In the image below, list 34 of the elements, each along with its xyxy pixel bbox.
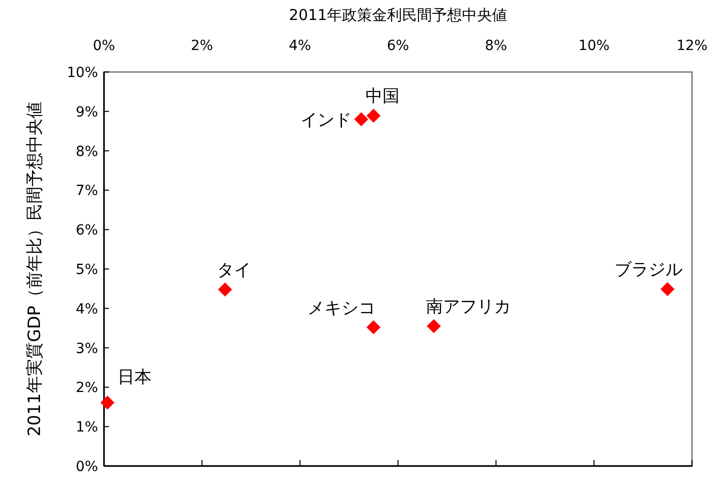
point xyxy=(366,108,380,123)
x-tick-label: 10% xyxy=(578,38,610,54)
point xyxy=(366,320,380,334)
y-axis-title: 2011年実質GDP（前年比）民間予想中央値 xyxy=(25,102,45,436)
y-tick-label: 7% xyxy=(76,183,98,200)
annotation: 南アフリカ xyxy=(426,297,511,318)
y-tick-label: 1% xyxy=(76,420,98,436)
y-tick-label: 3% xyxy=(76,340,98,357)
annotation: ブラジル xyxy=(614,260,682,280)
y-tick-label: 4% xyxy=(76,301,98,318)
y-tick-label: 6% xyxy=(76,222,98,239)
x-tick-label: 4% xyxy=(288,38,312,54)
y-tick-label: 5% xyxy=(76,262,98,278)
x-tick-label: 6% xyxy=(386,38,410,54)
annotation: 中国 xyxy=(366,86,400,107)
point xyxy=(426,319,441,334)
x-tick-label: 8% xyxy=(484,38,508,54)
x-tick-label: 2% xyxy=(190,38,214,54)
annotation: タイ xyxy=(217,260,252,280)
point xyxy=(100,396,114,410)
x-axis-title: 2011年政策金利民間予想中央値 xyxy=(288,6,508,24)
point xyxy=(660,282,674,296)
annotation: インド xyxy=(300,110,352,130)
y-tick-label: 2% xyxy=(76,380,98,396)
y-tick-label: 8% xyxy=(76,144,98,160)
point xyxy=(218,282,232,296)
y-tick-label: 9% xyxy=(76,104,98,120)
x-tick-label: 12% xyxy=(676,38,708,54)
y-tick-label: 10% xyxy=(66,65,98,81)
annotation: メキシコ xyxy=(308,298,376,318)
x-tick-label: 0% xyxy=(92,38,116,54)
annotation: 日本 xyxy=(117,368,152,388)
y-tick-label: 0% xyxy=(76,459,98,475)
point xyxy=(354,112,368,126)
